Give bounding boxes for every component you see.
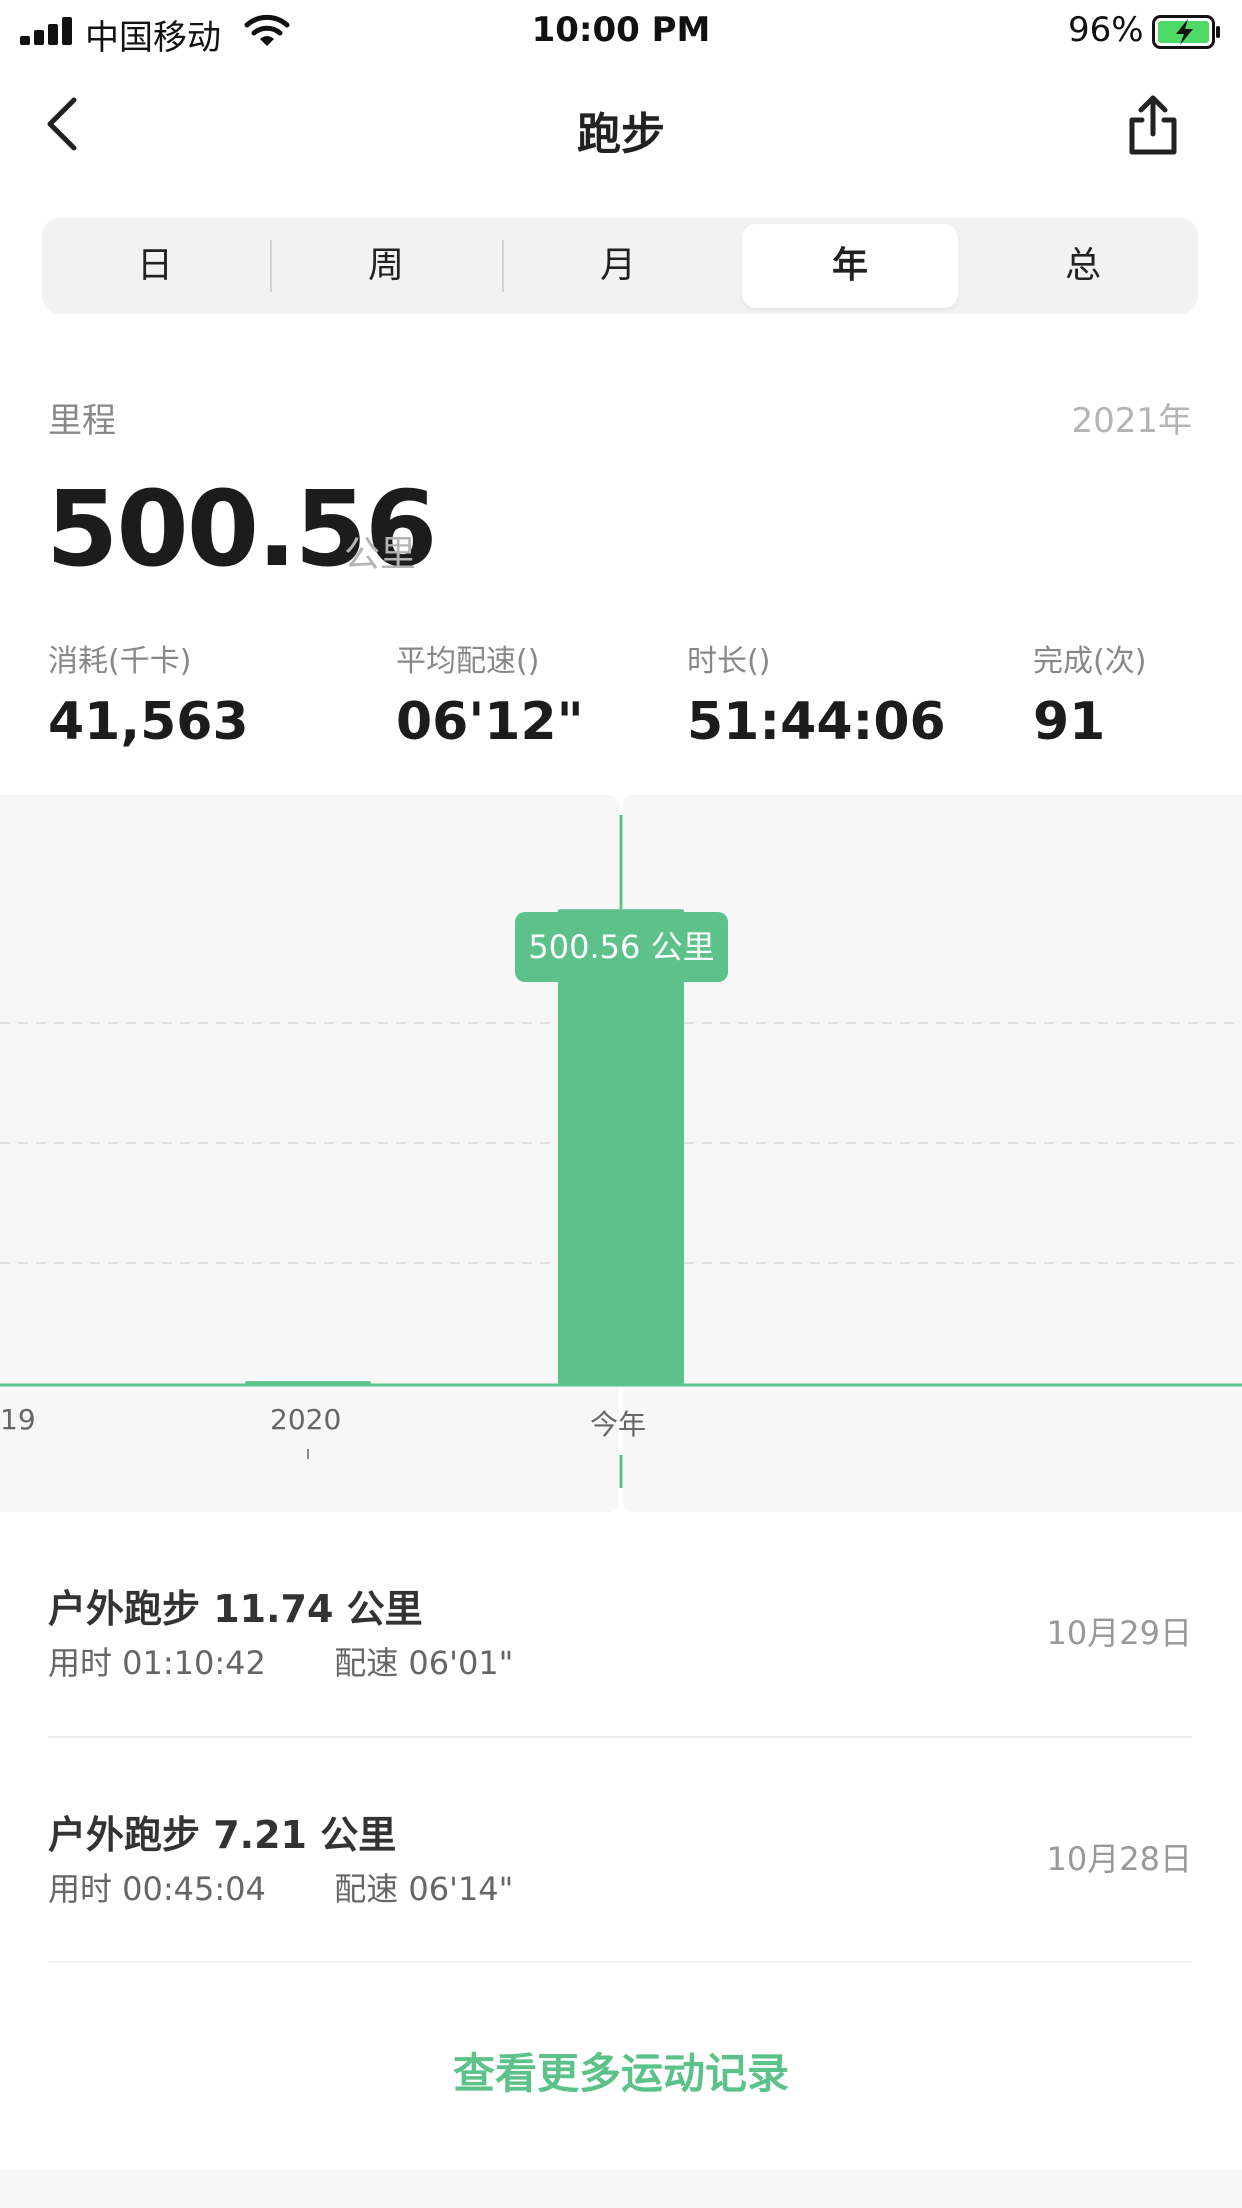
chart-tooltip: 500.56 公里	[515, 912, 728, 982]
record-pace: 配速 06'14"	[334, 1870, 514, 1908]
tab-week[interactable]: 周	[367, 245, 404, 286]
record-duration: 用时 00:45:04	[48, 1870, 266, 1908]
chart-background	[0, 795, 619, 1512]
record-meta: 用时 01:10:42 配速 06'01"	[48, 1638, 513, 1684]
chevron-left-icon[interactable]	[38, 92, 88, 156]
tab-year[interactable]: 年	[742, 224, 958, 308]
bottom-strip	[0, 2170, 1242, 2208]
distance-label: 里程	[48, 401, 116, 441]
share-icon[interactable]	[1122, 92, 1184, 160]
tab-day[interactable]: 日	[136, 245, 173, 286]
record-meta: 用时 00:45:04 配速 06'14"	[48, 1864, 513, 1910]
page-title: 跑步	[577, 109, 665, 160]
battery-charging-icon	[1152, 15, 1220, 49]
record-date: 10月29日	[1046, 1614, 1192, 1652]
calories-label: 消耗(千卡)	[48, 644, 192, 679]
list-item[interactable]: 户外跑步 7.21 公里 用时 00:45:04 配速 06'14" 10月28…	[48, 1804, 1192, 2030]
record-date: 10月28日	[1046, 1840, 1192, 1878]
x-tick-label: 今年	[590, 1408, 647, 1441]
carrier-name: 中国移动	[85, 18, 221, 58]
chart-canvas	[0, 795, 1242, 1512]
battery-percent: 96%	[1068, 10, 1144, 50]
view-more-records-link[interactable]: 查看更多运动记录	[452, 2049, 789, 2098]
chart-bar	[558, 909, 684, 1384]
duration-label: 时长()	[687, 644, 771, 679]
distance-unit: 公里	[344, 534, 417, 575]
status-time: 10:00 PM	[531, 10, 711, 50]
tab-divider	[270, 240, 272, 292]
chart-background	[623, 795, 1242, 1512]
distance-value: 500.56	[46, 468, 437, 590]
record-duration: 用时 01:10:42	[48, 1644, 266, 1682]
cellular-signal-icon	[20, 17, 72, 45]
wifi-icon	[244, 14, 290, 46]
x-tick-label: 19	[0, 1403, 36, 1436]
avg-pace-label: 平均配速()	[396, 644, 540, 679]
x-tick-label: 2020	[270, 1403, 342, 1436]
record-pace: 配速 06'01"	[334, 1644, 514, 1682]
status-bar: 中国移动 10:00 PM 96%	[0, 0, 1242, 62]
divider	[48, 1736, 1192, 1738]
nav-bar: 跑步	[0, 62, 1242, 192]
record-title: 户外跑步 7.21 公里	[48, 1813, 397, 1857]
yearly-distance-chart[interactable]: 500.56 公里 19 2020 今年	[0, 795, 1242, 1512]
record-title: 户外跑步 11.74 公里	[48, 1587, 423, 1631]
list-item[interactable]: 户外跑步 11.74 公里 用时 01:10:42 配速 06'01" 10月2…	[48, 1578, 1192, 1804]
chart-bar	[245, 1381, 371, 1384]
period-segmented-control: 日 周 月 年 总	[42, 218, 1198, 314]
divider	[48, 1961, 1192, 1963]
tab-total[interactable]: 总	[1064, 245, 1101, 286]
avg-pace-value: 06'12"	[396, 692, 584, 752]
completed-value: 91	[1033, 692, 1106, 752]
duration-value: 51:44:06	[687, 692, 946, 752]
year-label: 2021年	[1071, 401, 1192, 441]
completed-label: 完成(次)	[1033, 644, 1147, 679]
tab-month[interactable]: 月	[599, 245, 636, 286]
tab-divider	[502, 240, 504, 292]
calories-value: 41,563	[48, 692, 249, 752]
